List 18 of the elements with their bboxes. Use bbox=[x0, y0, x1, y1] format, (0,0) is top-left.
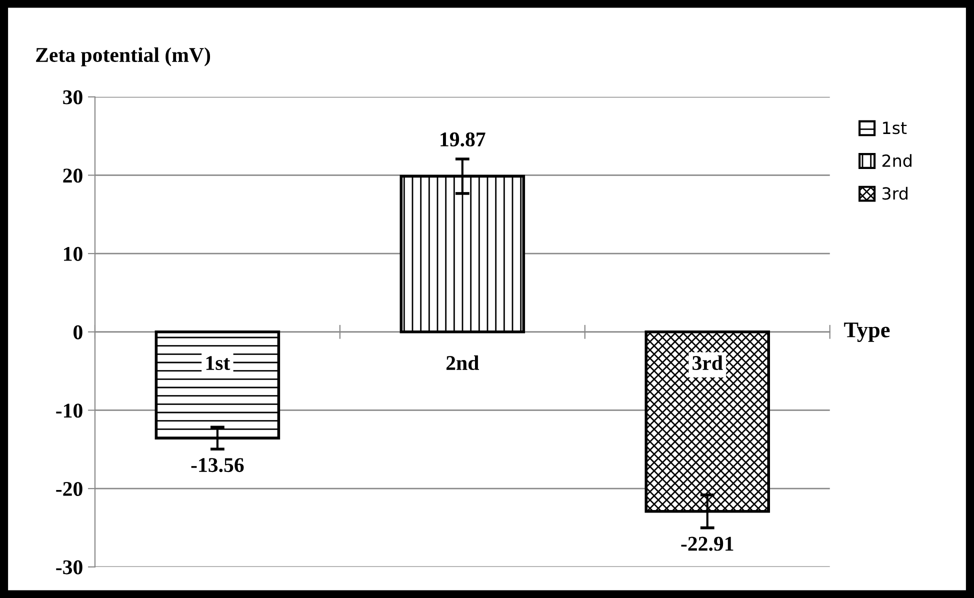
data-label: -13.56 bbox=[191, 458, 244, 472]
y-tick-label: 20 bbox=[63, 168, 82, 183]
data-label: 19.87 bbox=[440, 132, 486, 147]
y-tick-label: 10 bbox=[64, 246, 82, 261]
legend-label: 1st bbox=[883, 122, 907, 134]
y-axis-title: Zeta potential (mV) bbox=[36, 47, 210, 66]
y-tick-label: -10 bbox=[56, 404, 82, 418]
x-tick-label: 3rd bbox=[692, 355, 723, 370]
y-tick-label: 30 bbox=[63, 90, 82, 104]
x-axis-title: Type bbox=[844, 322, 890, 342]
legend-label: 3rd bbox=[882, 186, 908, 200]
x-tick-label: 2nd bbox=[446, 355, 479, 370]
x-tick-label: 1st bbox=[206, 356, 230, 370]
y-tick-label: -30 bbox=[56, 560, 82, 574]
y-tick-label: 0 bbox=[74, 325, 82, 340]
legend-label: 2nd bbox=[882, 154, 912, 167]
y-tick-label: -20 bbox=[56, 482, 82, 496]
data-label: -22.91 bbox=[681, 536, 734, 551]
